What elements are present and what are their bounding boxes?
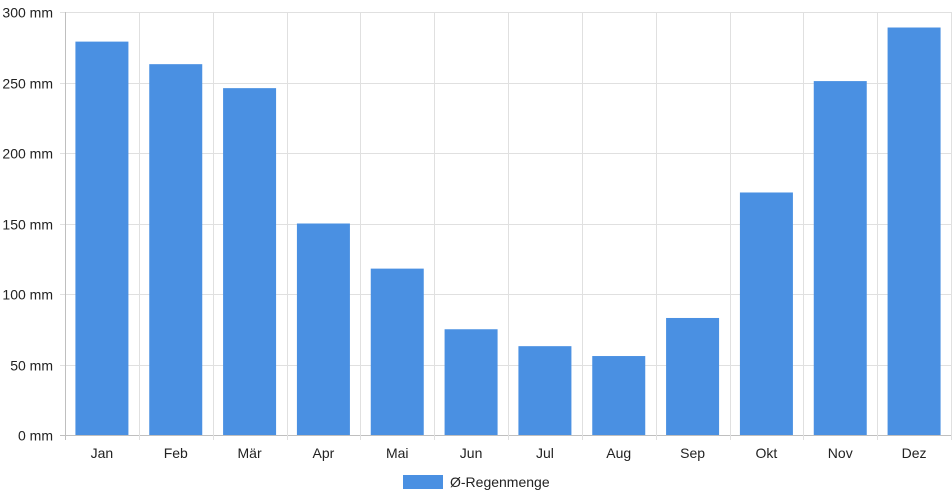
x-tick-label: Jul <box>536 445 554 461</box>
grid-lines <box>60 12 952 440</box>
y-axis: 0 mm 50 mm 100 mm 150 mm 200 mm 250 mm 300 mm <box>2 5 53 444</box>
x-tick-label: Feb <box>164 445 188 461</box>
x-tick-label: Sep <box>680 445 705 461</box>
x-axis: Jan Feb Mär Apr Mai Jun Jul Aug Sep Okt Nov Dez <box>91 445 927 461</box>
y-tick-label: 200 mm <box>2 146 53 162</box>
legend-swatch <box>403 475 443 489</box>
x-tick-label: Apr <box>313 445 335 461</box>
legend-label: Ø-Regenmenge <box>450 474 550 490</box>
x-tick-label: Jun <box>460 445 483 461</box>
bar-aug[interactable] <box>592 356 646 435</box>
x-tick-label: Aug <box>606 445 631 461</box>
bar-okt[interactable] <box>739 192 793 435</box>
bars <box>75 27 941 436</box>
x-tick-label: Okt <box>756 445 778 461</box>
x-tick-label: Jan <box>91 445 114 461</box>
y-tick-label: 150 mm <box>2 217 53 233</box>
bar-dez[interactable] <box>887 27 941 435</box>
y-tick-label: 50 mm <box>10 358 53 374</box>
x-tick-label: Mär <box>238 445 262 461</box>
bar-jul[interactable] <box>518 346 572 435</box>
bar-mär[interactable] <box>223 88 277 435</box>
y-tick-label: 100 mm <box>2 287 53 303</box>
y-tick-label: 250 mm <box>2 76 53 92</box>
bar-sep[interactable] <box>666 317 720 435</box>
bar-jun[interactable] <box>444 329 498 435</box>
x-tick-label: Mai <box>386 445 409 461</box>
y-tick-label: 0 mm <box>18 428 53 444</box>
y-tick-label: 300 mm <box>2 5 53 21</box>
bar-feb[interactable] <box>149 64 203 436</box>
bar-apr[interactable] <box>296 223 350 436</box>
bar-mai[interactable] <box>370 268 424 435</box>
x-tick-label: Dez <box>902 445 927 461</box>
bar-nov[interactable] <box>813 81 867 435</box>
x-tick-label: Nov <box>828 445 853 461</box>
bar-jan[interactable] <box>75 41 129 436</box>
legend[interactable]: Ø-Regenmenge <box>403 474 550 490</box>
